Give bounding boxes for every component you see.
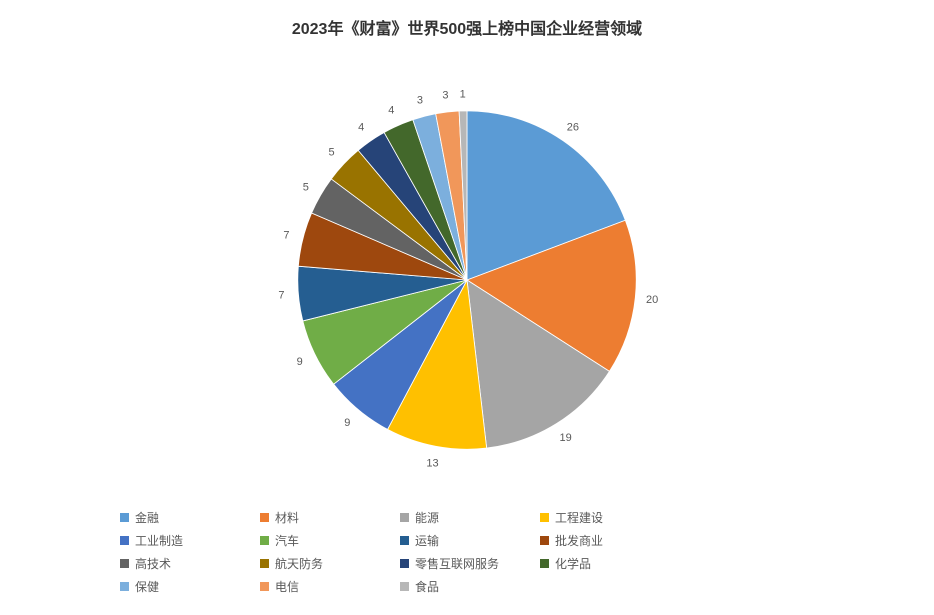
- legend-item: 零售互联网服务: [400, 555, 540, 572]
- legend-item: 运输: [400, 532, 540, 549]
- legend-label: 化学品: [555, 555, 591, 572]
- legend-label: 能源: [415, 509, 439, 526]
- legend-item: 航天防务: [260, 555, 400, 572]
- legend-swatch: [120, 536, 129, 545]
- legend-label: 运输: [415, 532, 439, 549]
- slice-value-label: 5: [303, 181, 309, 193]
- legend-item: 保健: [120, 578, 260, 595]
- slice-value-label: 3: [417, 94, 423, 106]
- legend-swatch: [540, 513, 549, 522]
- legend-label: 工程建设: [555, 509, 603, 526]
- legend-label: 零售互联网服务: [415, 555, 499, 572]
- slice-value-label: 13: [426, 457, 438, 469]
- legend-swatch: [260, 536, 269, 545]
- legend-label: 批发商业: [555, 532, 603, 549]
- chart-container: 2023年《财富》世界500强上榜中国企业经营领域 26201913997755…: [0, 0, 934, 615]
- slice-value-label: 4: [388, 104, 394, 116]
- legend-label: 材料: [275, 509, 299, 526]
- legend-swatch: [400, 559, 409, 568]
- legend-swatch: [400, 513, 409, 522]
- legend-swatch: [120, 582, 129, 591]
- slice-value-label: 9: [344, 417, 350, 429]
- legend: 金融 材料 能源 工程建设工业制造 汽车 运输 批发商业高技术 航天防务 零售互联网服务 化学品保…: [120, 509, 814, 595]
- legend-item: 批发商业: [540, 532, 680, 549]
- slice-value-label: 26: [567, 121, 579, 133]
- legend-item: 高技术: [120, 555, 260, 572]
- slice-value-label: 7: [278, 290, 284, 302]
- legend-item: 材料: [260, 509, 400, 526]
- slice-value-label: 19: [560, 432, 572, 444]
- legend-label: 保健: [135, 578, 159, 595]
- legend-swatch: [120, 513, 129, 522]
- legend-item: 汽车: [260, 532, 400, 549]
- legend-swatch: [120, 559, 129, 568]
- slice-value-label: 20: [646, 294, 658, 306]
- legend-swatch: [260, 559, 269, 568]
- pie-chart-area: 2620191399775544331: [0, 60, 934, 500]
- legend-swatch: [540, 559, 549, 568]
- legend-item: 工程建设: [540, 509, 680, 526]
- legend-item: 金融: [120, 509, 260, 526]
- slice-value-label: 4: [358, 121, 364, 133]
- pie-chart: 2620191399775544331: [247, 60, 687, 500]
- legend-label: 食品: [415, 578, 439, 595]
- legend-swatch: [260, 513, 269, 522]
- slice-value-label: 5: [329, 147, 335, 159]
- legend-item: 化学品: [540, 555, 680, 572]
- slice-value-label: 9: [297, 356, 303, 368]
- legend-label: 电信: [275, 578, 299, 595]
- legend-item: 电信: [260, 578, 400, 595]
- chart-title: 2023年《财富》世界500强上榜中国企业经营领域: [0, 15, 934, 39]
- legend-label: 汽车: [275, 532, 299, 549]
- legend-label: 航天防务: [275, 555, 323, 572]
- legend-item: 食品: [400, 578, 540, 595]
- legend-swatch: [400, 536, 409, 545]
- slice-value-label: 7: [283, 229, 289, 241]
- legend-label: 金融: [135, 509, 159, 526]
- legend-label: 高技术: [135, 555, 171, 572]
- legend-swatch: [260, 582, 269, 591]
- legend-swatch: [540, 536, 549, 545]
- slice-value-label: 3: [442, 89, 448, 101]
- legend-item: 能源: [400, 509, 540, 526]
- slice-value-label: 1: [460, 88, 466, 100]
- legend-item: 工业制造: [120, 532, 260, 549]
- legend-label: 工业制造: [135, 532, 183, 549]
- legend-swatch: [400, 582, 409, 591]
